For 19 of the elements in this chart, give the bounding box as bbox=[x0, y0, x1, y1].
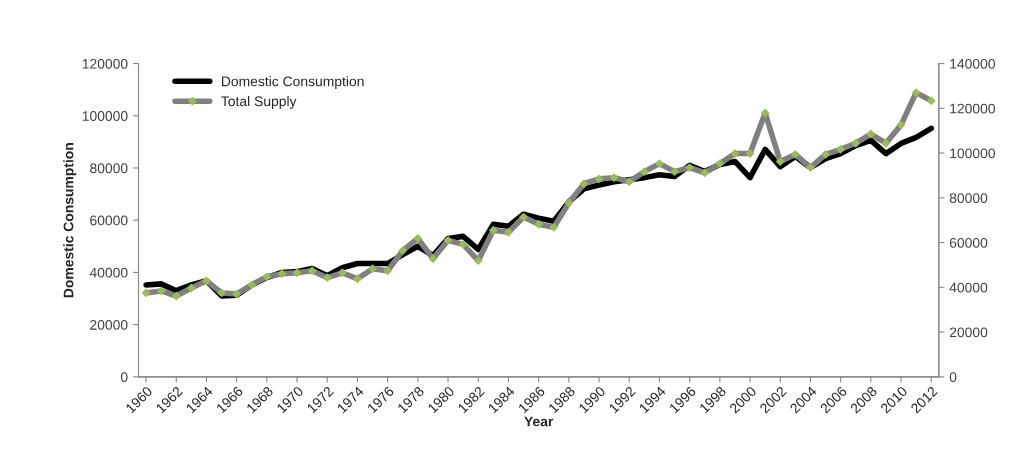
y2-tick-label: 40000 bbox=[949, 282, 988, 293]
y-tick-label: 20000 bbox=[90, 319, 128, 330]
y2-tick-label: 20000 bbox=[949, 327, 988, 338]
x-axis-title: Year bbox=[524, 416, 554, 427]
y-tick-label: 0 bbox=[120, 372, 128, 382]
legend-label: Total Supply bbox=[221, 95, 297, 109]
y-axis-title: Domestic Consumption bbox=[63, 143, 77, 298]
y2-tick-label: 100000 bbox=[950, 148, 996, 159]
y2-tick-label: 140000 bbox=[950, 58, 996, 69]
y-tick-label: 80000 bbox=[90, 163, 128, 174]
y-tick-label: 40000 bbox=[89, 267, 128, 278]
legend-label: Domestic Consumption bbox=[221, 76, 364, 90]
y2-tick-label: 120000 bbox=[950, 103, 996, 114]
y-tick-label: 100000 bbox=[82, 111, 128, 121]
y2-tick-label: 80000 bbox=[949, 193, 988, 203]
y2-tick-label: 0 bbox=[949, 372, 957, 382]
y2-tick-label: 60000 bbox=[949, 237, 988, 248]
y-tick-label: 60000 bbox=[90, 215, 128, 226]
y-tick-label: 120000 bbox=[82, 58, 128, 69]
